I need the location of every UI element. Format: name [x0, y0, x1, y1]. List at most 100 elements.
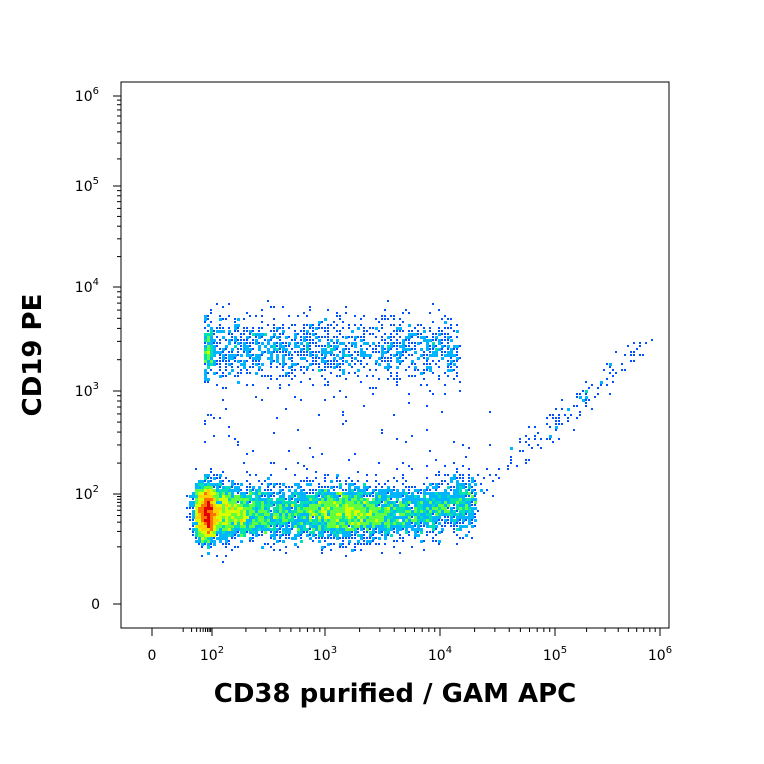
event-dot [462, 465, 464, 467]
event-dot [402, 339, 405, 342]
event-dot [348, 459, 350, 461]
event-dot [297, 531, 300, 534]
event-dot [252, 519, 255, 522]
event-dot [237, 504, 240, 507]
event-dot [246, 498, 249, 501]
event-dot [225, 534, 228, 537]
event-dot [255, 516, 258, 519]
event-dot [336, 492, 339, 495]
event-dot [369, 327, 371, 329]
event-dot [207, 534, 210, 537]
event-dot [312, 504, 315, 507]
event-dot [264, 375, 266, 377]
event-dot [222, 513, 225, 516]
event-dot [234, 354, 237, 357]
event-dot [369, 513, 372, 516]
event-dot [222, 327, 224, 329]
event-dot [228, 540, 230, 542]
event-dot [438, 330, 440, 332]
event-dot [195, 468, 197, 470]
event-dot [555, 408, 557, 410]
event-dot [516, 465, 518, 467]
event-dot [291, 357, 293, 359]
event-dot [429, 339, 432, 342]
event-dot [471, 525, 474, 528]
event-dot [288, 336, 290, 338]
event-dot [321, 519, 324, 522]
event-dot [423, 513, 426, 516]
event-dot [408, 489, 410, 491]
event-dot [405, 369, 407, 371]
event-dot [237, 339, 239, 341]
event-dot [441, 330, 443, 332]
event-dot [351, 510, 354, 513]
event-dot [381, 351, 384, 354]
event-dot [360, 537, 363, 540]
event-dot [453, 345, 456, 348]
x-tick-label-1: 102 [200, 645, 224, 664]
event-dot [228, 507, 231, 510]
event-dot [288, 528, 291, 531]
event-dot [324, 525, 327, 528]
event-dot [315, 516, 318, 519]
event-dot [255, 354, 258, 357]
event-dot [471, 486, 473, 488]
event-dot [303, 372, 305, 374]
event-dot [291, 525, 294, 528]
event-dot [336, 501, 339, 504]
event-dot [321, 513, 324, 516]
event-dot [240, 354, 243, 357]
event-dot [552, 441, 554, 443]
event-dot [354, 372, 356, 374]
event-dot [228, 495, 231, 498]
event-dot [387, 369, 389, 371]
event-dot [594, 396, 596, 398]
event-dot [339, 513, 342, 516]
event-dot [411, 516, 413, 518]
event-dot [312, 522, 315, 525]
event-dot [270, 345, 273, 348]
event-dot [450, 477, 453, 480]
event-dot [336, 366, 338, 368]
event-dot [318, 528, 321, 531]
event-dot [372, 513, 375, 516]
event-dot [324, 537, 326, 539]
event-dot [399, 525, 402, 528]
event-dot [258, 534, 260, 536]
event-dot [453, 510, 456, 513]
event-dot [450, 522, 452, 524]
event-dot [453, 504, 455, 506]
event-dot [255, 489, 258, 492]
event-dot [396, 507, 399, 510]
event-dot [243, 516, 246, 519]
event-dot [273, 462, 275, 464]
event-dot [420, 336, 423, 339]
event-dot [336, 525, 339, 528]
event-dot [345, 360, 348, 363]
event-dot [246, 489, 248, 491]
event-dot [375, 513, 378, 516]
event-dot [444, 315, 446, 317]
event-dot [462, 495, 465, 498]
event-dot [276, 483, 278, 485]
event-dot [306, 315, 308, 317]
event-dot [231, 486, 233, 488]
event-dot [429, 483, 432, 486]
event-dot [204, 369, 207, 372]
event-dot [474, 489, 476, 491]
event-dot [420, 348, 423, 351]
event-dot [216, 510, 219, 513]
event-dot [426, 369, 428, 371]
event-dot [318, 495, 320, 497]
event-dot [252, 327, 254, 329]
event-dot [207, 480, 210, 483]
event-dot [306, 531, 308, 533]
event-dot [327, 501, 330, 504]
event-dot [429, 351, 431, 353]
event-dot [435, 345, 437, 347]
event-dot [405, 513, 408, 516]
event-dot [606, 363, 608, 365]
event-dot [192, 507, 194, 509]
event-dot [222, 387, 224, 389]
event-dot [432, 336, 434, 338]
